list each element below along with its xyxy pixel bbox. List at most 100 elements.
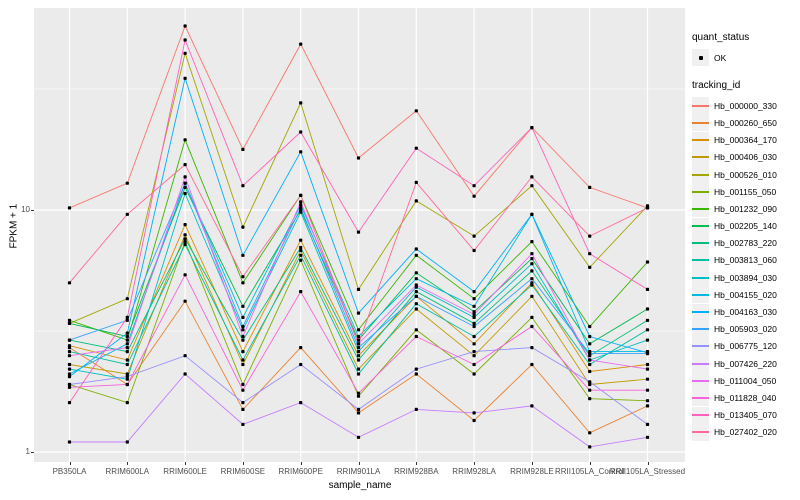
data-point xyxy=(588,445,592,449)
data-point xyxy=(588,185,592,189)
data-point xyxy=(67,338,72,342)
data-point xyxy=(125,334,129,339)
data-point xyxy=(125,372,129,376)
x-tick-label: RRIM600SE xyxy=(220,467,266,476)
data-point xyxy=(645,404,650,408)
legend-line-swatch xyxy=(692,156,709,159)
data-point xyxy=(472,411,476,415)
legend-item-label: Hb_011828_040 xyxy=(714,392,777,403)
x-tick-label: RRII105LA_Control xyxy=(555,467,625,476)
data-point xyxy=(414,307,418,311)
x-tick-mark xyxy=(69,462,71,465)
data-point xyxy=(299,101,303,105)
data-point xyxy=(241,275,245,279)
legend-key xyxy=(692,320,709,338)
data-point xyxy=(356,311,361,315)
data-point xyxy=(588,397,592,401)
data-point xyxy=(299,290,303,294)
data-point xyxy=(67,382,72,387)
data-point xyxy=(125,401,129,405)
data-point xyxy=(67,281,72,285)
data-point xyxy=(183,38,187,42)
legend-line-swatch xyxy=(692,414,709,417)
data-point xyxy=(645,399,650,403)
data-point xyxy=(67,385,72,389)
legend-item: Hb_000000_330 xyxy=(692,97,798,115)
data-point xyxy=(241,338,245,342)
data-point xyxy=(183,242,187,247)
legend-item-label: Hb_000000_330 xyxy=(714,100,777,111)
data-point xyxy=(356,230,361,234)
x-tick-label: RRIM600LA xyxy=(105,467,150,476)
legend-line-swatch xyxy=(692,345,709,348)
data-point xyxy=(183,181,187,185)
legend-item: Hb_006775_120 xyxy=(692,337,798,355)
data-point xyxy=(530,269,534,273)
legend-key xyxy=(692,200,709,218)
data-point xyxy=(183,24,187,28)
legend-item-label: Hb_002205_140 xyxy=(714,221,777,232)
data-point xyxy=(299,248,303,253)
legend-key xyxy=(692,372,709,390)
data-point xyxy=(588,252,592,256)
legend-line-swatch xyxy=(692,173,709,176)
data-point xyxy=(299,203,303,207)
data-point xyxy=(588,369,592,374)
legend-key xyxy=(692,114,709,132)
legend-item-label: Hb_003813_060 xyxy=(714,255,777,266)
legend-item: Hb_000260_650 xyxy=(692,114,798,132)
data-point xyxy=(588,265,592,269)
x-axis-title: sample_name xyxy=(328,480,392,491)
data-point xyxy=(530,294,534,298)
data-point xyxy=(414,199,418,203)
data-point xyxy=(530,184,534,188)
data-point xyxy=(588,358,592,362)
data-point xyxy=(241,281,245,285)
data-point xyxy=(472,418,476,423)
legend-item: Hb_003813_060 xyxy=(692,251,798,269)
data-point xyxy=(125,212,129,216)
x-tick-mark xyxy=(127,462,129,465)
legend-quant-status: quant_status OK xyxy=(692,32,798,67)
data-point xyxy=(472,315,476,319)
data-point xyxy=(530,277,534,281)
data-point xyxy=(530,212,534,216)
data-point xyxy=(588,334,592,339)
data-point xyxy=(125,358,129,362)
data-point xyxy=(241,382,245,387)
legend-item: Hb_003894_030 xyxy=(692,269,798,287)
data-point xyxy=(588,382,592,387)
x-tick-label: RRIM901LA xyxy=(336,467,381,476)
data-point xyxy=(67,350,72,354)
data-point xyxy=(299,245,303,250)
data-point xyxy=(125,362,129,367)
data-point xyxy=(530,257,534,261)
data-point xyxy=(241,401,245,405)
legend-quant-status-title: quant_status xyxy=(692,32,750,43)
data-point xyxy=(241,253,245,257)
data-point xyxy=(472,297,476,301)
data-point xyxy=(645,338,650,342)
legend-key xyxy=(692,337,709,355)
data-point xyxy=(125,377,129,381)
legend-item-label: Hb_013405_070 xyxy=(714,410,777,421)
data-point xyxy=(356,346,361,350)
data-point xyxy=(67,401,72,405)
data-point xyxy=(414,277,418,281)
data-point xyxy=(472,362,476,367)
data-point xyxy=(241,422,245,426)
legend-line-swatch xyxy=(692,259,709,262)
x-tick-mark xyxy=(358,462,360,465)
data-point xyxy=(645,206,650,210)
data-point xyxy=(183,76,187,80)
data-point xyxy=(356,391,361,395)
legend-line-swatch xyxy=(692,207,709,210)
legend-item-label: Hb_027402_020 xyxy=(714,427,777,438)
data-point xyxy=(299,150,303,154)
data-point xyxy=(530,283,534,287)
data-point xyxy=(183,51,187,55)
data-point xyxy=(125,315,129,319)
data-point xyxy=(588,352,592,356)
legend-item-label: Hb_000406_030 xyxy=(714,152,777,163)
data-point xyxy=(125,375,129,379)
